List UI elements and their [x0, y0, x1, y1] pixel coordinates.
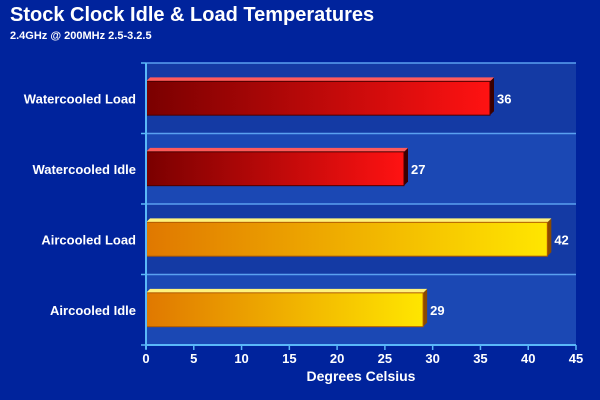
value-label: 29 [430, 303, 444, 318]
x-tick-label: 45 [569, 351, 583, 366]
bar [145, 151, 405, 187]
bar-side [547, 218, 552, 257]
x-tick-label: 30 [425, 351, 439, 366]
x-tick-label: 5 [190, 351, 197, 366]
labels-group: Watercooled Load 36 Watercooled Idle 27 Airc… [24, 91, 583, 384]
chart-title: Stock Clock Idle & Load Temperatures [10, 4, 375, 26]
x-tick-label: 20 [330, 351, 344, 366]
bar-top [146, 147, 408, 152]
bars-group [145, 77, 552, 328]
x-tick-label: 40 [521, 351, 535, 366]
bar-side [404, 147, 408, 186]
bar [145, 292, 424, 328]
x-tick-label: 35 [473, 351, 487, 366]
bar-side [423, 288, 428, 327]
chart-subtitle: 2.4GHz @ 200MHz 2.5-3.2.5 [10, 30, 152, 42]
value-label: 36 [497, 91, 511, 106]
x-axis-title: Degrees Celsius [307, 368, 416, 384]
bar-top [146, 288, 428, 293]
category-label: Watercooled Load [24, 91, 136, 106]
value-label: 42 [554, 232, 568, 247]
x-tick-label: 15 [282, 351, 296, 366]
category-label: Watercooled Idle [32, 162, 136, 177]
category-label: Aircooled Idle [50, 303, 136, 318]
bar-top [146, 218, 552, 223]
x-tick-label: 0 [142, 351, 149, 366]
bar [145, 80, 491, 116]
x-tick-label: 10 [234, 351, 248, 366]
bar [145, 221, 548, 257]
bar-side [490, 77, 494, 116]
axes [141, 62, 577, 350]
value-label: 27 [411, 162, 425, 177]
bar-top [146, 77, 494, 82]
x-tick-label: 25 [378, 351, 392, 366]
category-label: Aircooled Load [41, 232, 136, 247]
